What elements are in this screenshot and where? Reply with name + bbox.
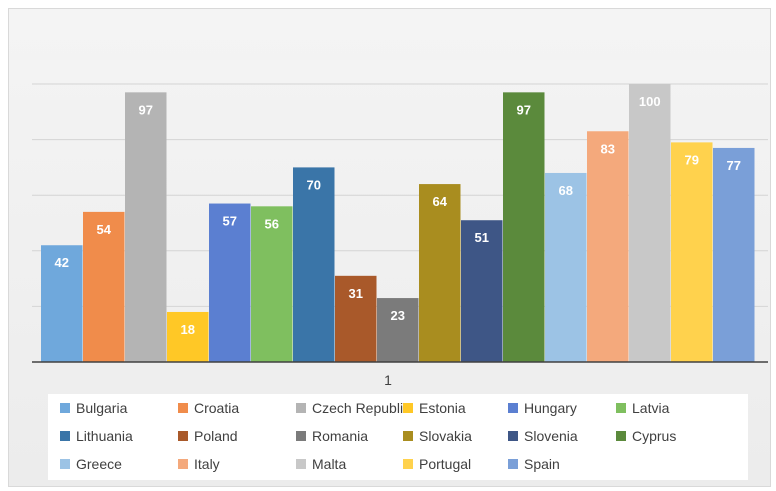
bar-lithuania [293, 167, 335, 362]
data-label-croatia: 54 [97, 222, 112, 237]
legend-label: Czech Republic [312, 400, 411, 416]
data-label-malta: 100 [639, 94, 661, 109]
data-label-slovenia: 51 [475, 230, 489, 245]
legend-item-poland: Poland [178, 426, 238, 446]
legend-swatch [296, 403, 306, 413]
data-label-hungary: 57 [223, 214, 237, 229]
data-label-bulgaria: 42 [55, 255, 69, 270]
legend-label: Estonia [419, 400, 466, 416]
legend-item-spain: Spain [508, 454, 560, 474]
bar-romania [377, 298, 419, 362]
legend-label: Poland [194, 428, 238, 444]
legend-label: Slovenia [524, 428, 578, 444]
bar-slovakia [419, 184, 461, 362]
data-label-portugal: 79 [685, 152, 699, 167]
legend-label: Hungary [524, 400, 577, 416]
legend-item-italy: Italy [178, 454, 220, 474]
legend-swatch [508, 403, 518, 413]
legend-label: Portugal [419, 456, 472, 472]
legend-item-portugal: Portugal [403, 454, 471, 474]
data-label-slovakia: 64 [433, 194, 448, 209]
legend-item-croatia: Croatia [178, 398, 239, 418]
legend-swatch [178, 431, 188, 441]
legend-label: Romania [312, 428, 369, 444]
legend-swatch [60, 459, 70, 469]
bar-latvia [251, 206, 293, 362]
bar-czech-republic [125, 92, 167, 362]
bar-poland [335, 275, 377, 362]
legend-item-estonia: Estonia [403, 398, 466, 418]
data-label-lithuania: 70 [307, 177, 321, 192]
bar-malta [629, 84, 671, 362]
bar-hungary [209, 203, 251, 362]
legend-swatch [296, 459, 306, 469]
legend-swatch [403, 431, 413, 441]
legend-label: Lithuania [76, 428, 133, 444]
legend-label: Italy [194, 456, 220, 472]
legend-swatch [296, 431, 306, 441]
data-label-italy: 83 [601, 141, 615, 156]
legend-label: Croatia [194, 400, 240, 416]
category-label: 1 [384, 372, 392, 388]
legend-swatch [616, 403, 626, 413]
bar-croatia [83, 211, 125, 362]
legend-label: Spain [524, 456, 560, 472]
legend-item-cyprus: Cyprus [616, 426, 676, 446]
data-label-spain: 77 [727, 158, 741, 173]
legend-item-lithuania: Lithuania [60, 426, 133, 446]
bar-slovenia [461, 220, 503, 362]
bar-bulgaria [41, 245, 83, 362]
legend-item-slovenia: Slovenia [508, 426, 578, 446]
legend-swatch [508, 459, 518, 469]
legend-swatch [178, 459, 188, 469]
legend-item-bulgaria: Bulgaria [60, 398, 127, 418]
legend-label: Cyprus [632, 428, 677, 444]
legend-swatch [616, 431, 626, 441]
legend-swatch [508, 431, 518, 441]
bar-portugal [671, 142, 713, 362]
legend-swatch [403, 459, 413, 469]
legend-swatch [60, 403, 70, 413]
legend-swatch [403, 403, 413, 413]
legend-label: Slovakia [419, 428, 472, 444]
legend-label: Malta [312, 456, 347, 472]
legend-label: Latvia [632, 400, 670, 416]
bar-spain [713, 147, 755, 362]
legend-swatch [178, 403, 188, 413]
legend-label: Bulgaria [76, 400, 128, 416]
legend-label: Greece [76, 456, 122, 472]
bar-cyprus [503, 92, 545, 362]
data-label-cyprus: 97 [517, 102, 531, 117]
data-label-poland: 31 [349, 286, 363, 301]
bar-estonia [167, 311, 209, 362]
data-label-romania: 23 [391, 308, 405, 323]
legend-item-latvia: Latvia [616, 398, 669, 418]
legend: Bulgaria Croatia Czech Republic Estonia Hung… [48, 394, 748, 480]
bar-greece [545, 172, 587, 362]
data-label-czech-republic: 97 [139, 102, 153, 117]
legend-item-greece: Greece [60, 454, 122, 474]
bar-italy [587, 131, 629, 362]
legend-swatch [60, 431, 70, 441]
data-label-estonia: 18 [181, 322, 195, 337]
legend-item-slovakia: Slovakia [403, 426, 472, 446]
legend-item-hungary: Hungary [508, 398, 577, 418]
legend-item-czech-republic: Czech Republic [296, 398, 410, 418]
legend-item-malta: Malta [296, 454, 346, 474]
data-label-latvia: 56 [265, 216, 279, 231]
legend-item-romania: Romania [296, 426, 368, 446]
data-label-greece: 68 [559, 183, 573, 198]
